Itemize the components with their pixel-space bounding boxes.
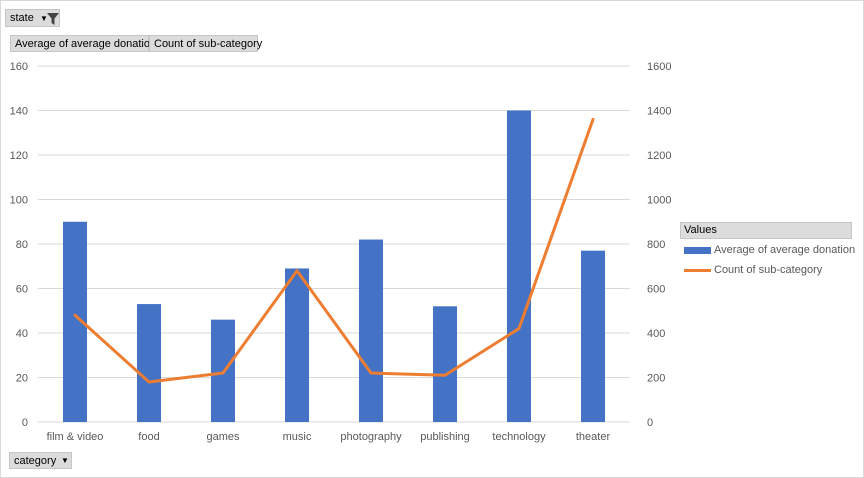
- right-axis-tick-label: 200: [647, 373, 665, 385]
- left-axis-tick-label: 100: [10, 195, 28, 207]
- left-axis-tick-label: 160: [10, 61, 28, 73]
- dropdown-arrow-icon: ▼: [61, 456, 69, 465]
- legend-item-label: Average of average donation: [714, 244, 856, 256]
- x-axis-tick-label: theater: [576, 431, 611, 443]
- legend-item-line: Count of sub-category: [680, 259, 852, 279]
- value-field-label: Count of sub-category: [154, 38, 263, 50]
- legend: Values Average of average donation Count…: [680, 222, 856, 282]
- legend-line-swatch: [684, 269, 711, 272]
- right-axis-tick-label: 0: [647, 417, 653, 429]
- x-axis-tick-label: film & video: [47, 431, 104, 443]
- bar: [359, 239, 383, 422]
- right-axis-tick-label: 1600: [647, 61, 671, 73]
- value-field-button-count-subcategory[interactable]: Count of sub-category: [149, 35, 262, 52]
- right-axis-tick-label: 800: [647, 239, 665, 251]
- line-point: [148, 381, 150, 383]
- left-axis-tick-label: 40: [16, 328, 28, 340]
- x-axis-tick-label: food: [138, 431, 159, 443]
- x-axis-tick-label: photography: [340, 431, 402, 443]
- category-filter-button[interactable]: category ▼: [9, 452, 72, 469]
- series-line: [73, 117, 595, 384]
- bar: [581, 250, 605, 422]
- category-filter-label: category: [14, 455, 57, 467]
- left-axis-tick-label: 80: [16, 239, 28, 251]
- x-axis-tick-label: publishing: [420, 431, 470, 443]
- right-axis-tick-label: 1200: [647, 150, 671, 162]
- left-axis-tick-label: 120: [10, 150, 28, 162]
- value-field-label: Average of average donation: [15, 38, 157, 50]
- state-filter-label: state: [10, 12, 34, 24]
- filter-icon: [47, 13, 59, 25]
- bar-series: [63, 110, 605, 422]
- state-filter-button[interactable]: state ▼: [5, 9, 60, 27]
- legend-bar-swatch: [684, 247, 711, 254]
- right-axis-tick-label: 1000: [647, 195, 671, 207]
- left-axis-tick-label: 140: [10, 106, 28, 118]
- left-axis-tick-label: 0: [22, 417, 28, 429]
- x-axis-tick-label: technology: [492, 431, 546, 443]
- bar: [433, 306, 457, 422]
- bar: [507, 110, 531, 422]
- dropdown-arrow-icon: ▼: [40, 14, 48, 23]
- left-axis-tick-label: 60: [16, 284, 28, 296]
- value-field-button-average-donation[interactable]: Average of average donation: [10, 35, 156, 52]
- legend-item-bar: Average of average donation: [680, 239, 856, 259]
- line-point: [592, 118, 594, 120]
- left-axis-ticks: 0 20 40 60 80 100 120 140 160: [10, 61, 28, 429]
- bar: [285, 268, 309, 422]
- line-point: [222, 372, 224, 374]
- line-point: [518, 328, 520, 330]
- legend-item-label: Count of sub-category: [714, 264, 823, 276]
- bar: [137, 304, 161, 422]
- right-axis-tick-label: 600: [647, 284, 665, 296]
- x-axis-tick-label: music: [283, 431, 312, 443]
- line-point: [296, 270, 298, 272]
- line-point: [74, 314, 76, 316]
- right-axis-ticks: 0 200 400 600 800 1000 1200 1400 1600: [647, 61, 671, 429]
- right-axis-tick-label: 400: [647, 328, 665, 340]
- line-point: [370, 372, 372, 374]
- gridlines: [38, 65, 630, 423]
- legend-title[interactable]: Values: [680, 222, 852, 239]
- x-axis-tick-label: games: [206, 431, 240, 443]
- line-point: [444, 374, 446, 376]
- line-series: [73, 117, 595, 384]
- right-axis-tick-label: 1400: [647, 106, 671, 118]
- x-axis-ticks: film & video food games music photography pub…: [47, 431, 611, 443]
- left-axis-tick-label: 20: [16, 373, 28, 385]
